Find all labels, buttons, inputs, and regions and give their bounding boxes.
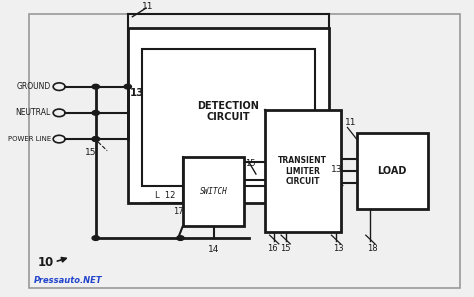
Text: 15: 15 <box>85 148 97 157</box>
Text: GROUND: GROUND <box>17 82 51 91</box>
Circle shape <box>92 236 100 240</box>
Bar <box>265 110 341 232</box>
Text: SWITCH: SWITCH <box>200 187 228 196</box>
Text: 18: 18 <box>367 244 378 253</box>
Circle shape <box>92 84 100 89</box>
Text: DETECTION
CIRCUIT: DETECTION CIRCUIT <box>198 101 259 122</box>
Circle shape <box>124 84 131 89</box>
Bar <box>182 157 245 226</box>
Text: TRANSIENT
LIMITER
CIRCUIT: TRANSIENT LIMITER CIRCUIT <box>278 156 328 186</box>
Text: 13: 13 <box>331 165 343 174</box>
Text: 15: 15 <box>246 159 256 168</box>
Text: 16: 16 <box>267 244 277 253</box>
Text: L  12: L 12 <box>155 191 175 200</box>
Text: LOAD: LOAD <box>377 166 407 176</box>
Bar <box>128 29 329 203</box>
Text: NEUTRAL: NEUTRAL <box>16 108 51 117</box>
Bar <box>142 49 315 186</box>
Text: 11: 11 <box>142 2 153 11</box>
Text: 13: 13 <box>333 244 344 253</box>
Circle shape <box>92 137 100 141</box>
Text: 17: 17 <box>173 208 184 217</box>
Text: POWER LINE: POWER LINE <box>8 136 51 142</box>
Bar <box>356 133 428 209</box>
Text: 14: 14 <box>208 245 219 254</box>
Circle shape <box>177 236 184 240</box>
Text: 13: 13 <box>130 88 145 98</box>
Circle shape <box>92 110 100 115</box>
Circle shape <box>92 137 100 141</box>
Text: Pressauto.NET: Pressauto.NET <box>34 276 102 285</box>
Text: 15: 15 <box>281 244 291 253</box>
Text: 10: 10 <box>37 256 54 269</box>
Text: 11: 11 <box>345 119 356 127</box>
